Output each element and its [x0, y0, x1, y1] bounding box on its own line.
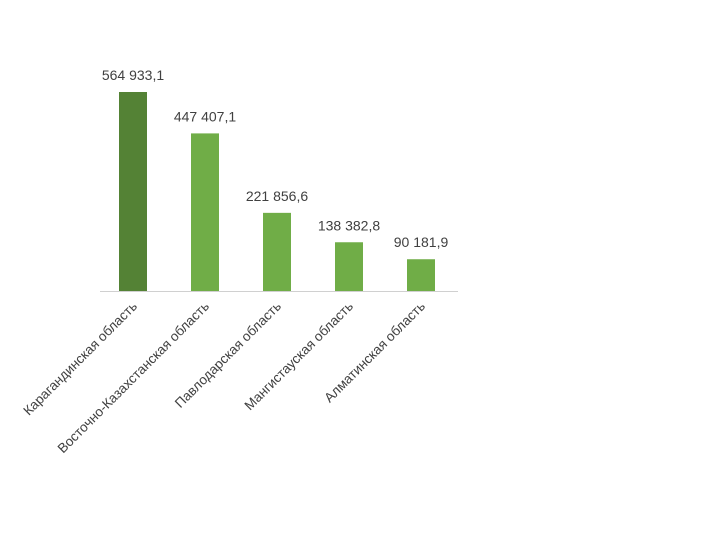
bar — [335, 242, 363, 291]
bar — [407, 259, 435, 291]
value-labels-group: 564 933,1 447 407,1 221 856,6 138 382,8 90 1… — [102, 67, 449, 250]
bar — [191, 133, 219, 291]
data-label: 447 407,1 — [174, 108, 236, 124]
category-label: Карагандинская область — [20, 299, 140, 419]
data-label: 564 933,1 — [102, 67, 164, 83]
category-labels-group: Карагандинская областьВосточно-Казахстан… — [20, 299, 428, 457]
bar — [263, 212, 291, 291]
bars-group — [119, 92, 435, 291]
bar — [119, 92, 147, 291]
data-label: 138 382,8 — [318, 217, 380, 233]
data-label: 221 856,6 — [246, 188, 308, 204]
data-label: 90 181,9 — [394, 234, 449, 250]
category-label: Восточно-Казахстанская область — [55, 299, 213, 457]
